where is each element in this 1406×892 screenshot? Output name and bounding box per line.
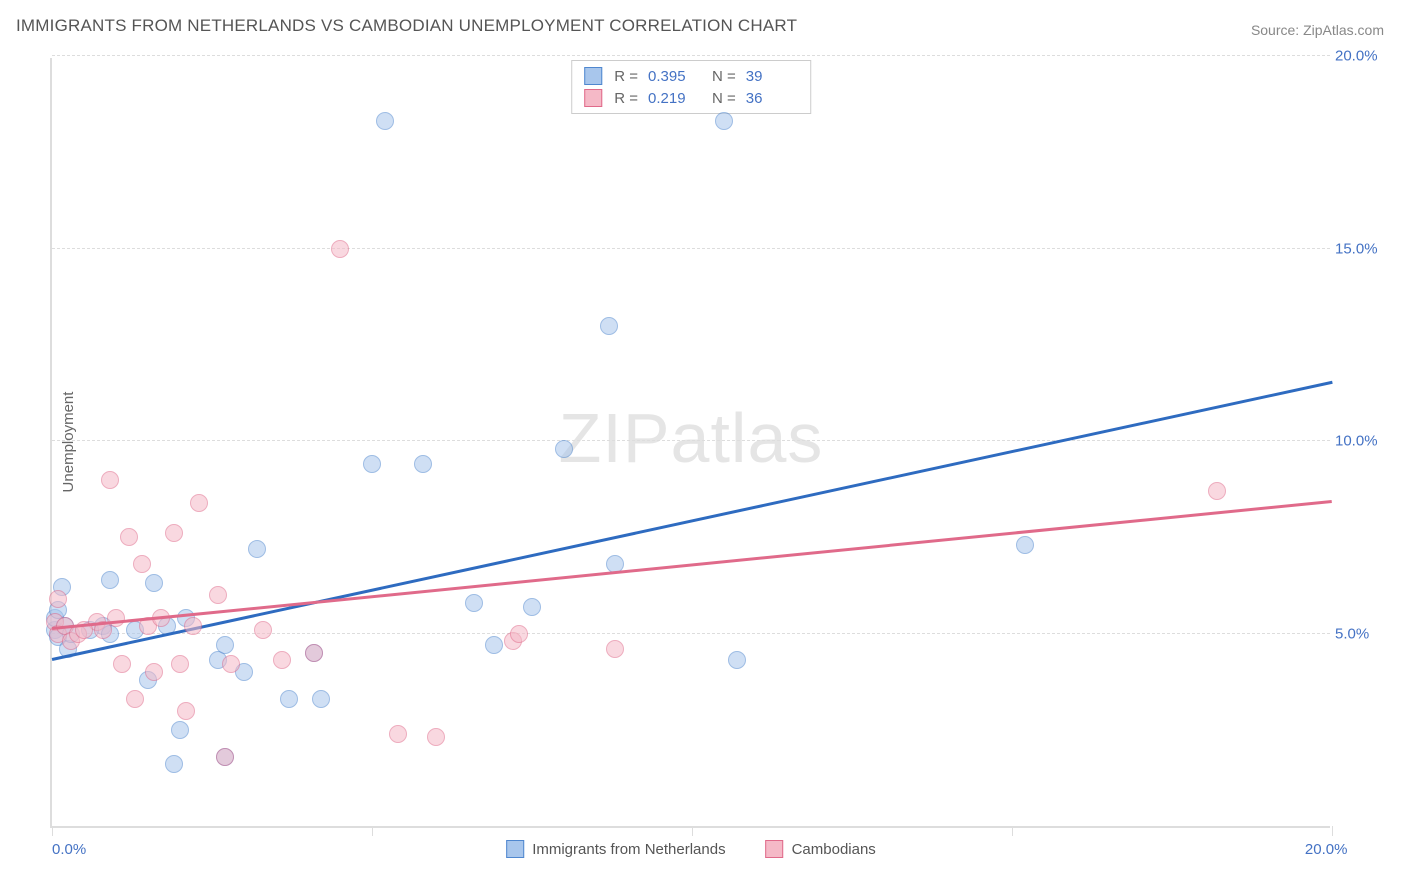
scatter-point-cambodians [222,655,240,673]
scatter-point-netherlands [715,112,733,130]
y-tick-label: 5.0% [1335,625,1390,642]
scatter-point-cambodians [171,655,189,673]
scatter-point-netherlands [216,636,234,654]
scatter-point-netherlands [555,440,573,458]
scatter-point-cambodians [49,590,67,608]
watermark-text: ZIPatlas [559,398,824,478]
gridline [52,633,1330,634]
r-value-cambodians: 0.219 [648,90,700,107]
legend-swatch-cambodians [766,840,784,858]
scatter-point-cambodians [190,494,208,512]
legend-label-netherlands: Immigrants from Netherlands [532,841,725,858]
scatter-point-cambodians [113,655,131,673]
gridline [52,55,1330,56]
correlation-stats-legend: R = 0.395 N = 39 R = 0.219 N = 36 [571,60,811,114]
scatter-point-netherlands [376,112,394,130]
scatter-point-cambodians [184,617,202,635]
scatter-point-netherlands [280,690,298,708]
scatter-point-netherlands [465,594,483,612]
x-tick [1332,826,1333,836]
scatter-point-cambodians [145,663,163,681]
r-value-netherlands: 0.395 [648,68,700,85]
scatter-point-cambodians [107,609,125,627]
n-label: N = [712,90,736,107]
scatter-point-cambodians [331,240,349,258]
scatter-point-netherlands [363,455,381,473]
scatter-plot-area: Unemployment ZIPatlas R = 0.395 N = 39 R… [50,58,1330,828]
scatter-point-cambodians [273,651,291,669]
scatter-point-cambodians [427,728,445,746]
scatter-point-cambodians [305,644,323,662]
scatter-point-cambodians [209,586,227,604]
x-tick [52,826,53,836]
x-tick-label: 20.0% [1305,841,1348,858]
scatter-point-netherlands [145,574,163,592]
scatter-point-cambodians [177,702,195,720]
x-tick [1012,826,1013,836]
stats-row-cambodians: R = 0.219 N = 36 [572,87,810,109]
scatter-point-cambodians [1208,482,1226,500]
n-label: N = [712,68,736,85]
scatter-point-netherlands [414,455,432,473]
r-label: R = [614,68,638,85]
legend-item-netherlands: Immigrants from Netherlands [506,840,725,858]
scatter-point-netherlands [485,636,503,654]
scatter-point-cambodians [126,690,144,708]
chart-title: IMMIGRANTS FROM NETHERLANDS VS CAMBODIAN… [16,16,797,36]
scatter-point-netherlands [600,317,618,335]
scatter-point-cambodians [216,748,234,766]
source-label: Source: [1251,22,1299,38]
y-tick-label: 20.0% [1335,48,1390,65]
scatter-point-netherlands [728,651,746,669]
stats-row-netherlands: R = 0.395 N = 39 [572,65,810,87]
scatter-point-netherlands [1016,536,1034,554]
swatch-netherlands [584,67,602,85]
legend-label-cambodians: Cambodians [792,841,876,858]
source-attribution: Source: ZipAtlas.com [1251,22,1384,38]
legend-swatch-netherlands [506,840,524,858]
watermark-right: atlas [671,399,824,477]
y-axis-label: Unemployment [60,392,77,493]
y-tick-label: 15.0% [1335,240,1390,257]
scatter-point-cambodians [510,625,528,643]
scatter-point-netherlands [523,598,541,616]
series-legend: Immigrants from Netherlands Cambodians [506,840,876,858]
scatter-point-cambodians [133,555,151,573]
scatter-point-cambodians [389,725,407,743]
scatter-point-netherlands [248,540,266,558]
x-tick [692,826,693,836]
scatter-point-netherlands [101,571,119,589]
x-tick-label: 0.0% [52,841,86,858]
scatter-point-cambodians [101,471,119,489]
x-tick [372,826,373,836]
n-value-netherlands: 39 [746,68,798,85]
legend-item-cambodians: Cambodians [766,840,876,858]
scatter-point-netherlands [312,690,330,708]
scatter-point-netherlands [165,755,183,773]
scatter-point-cambodians [165,524,183,542]
scatter-point-cambodians [120,528,138,546]
n-value-cambodians: 36 [746,90,798,107]
gridline [52,248,1330,249]
scatter-point-cambodians [606,640,624,658]
gridline [52,440,1330,441]
y-tick-label: 10.0% [1335,433,1390,450]
scatter-point-cambodians [254,621,272,639]
scatter-point-netherlands [171,721,189,739]
source-site: ZipAtlas.com [1303,22,1384,38]
watermark-left: ZIP [559,399,671,477]
r-label: R = [614,90,638,107]
swatch-cambodians [584,89,602,107]
